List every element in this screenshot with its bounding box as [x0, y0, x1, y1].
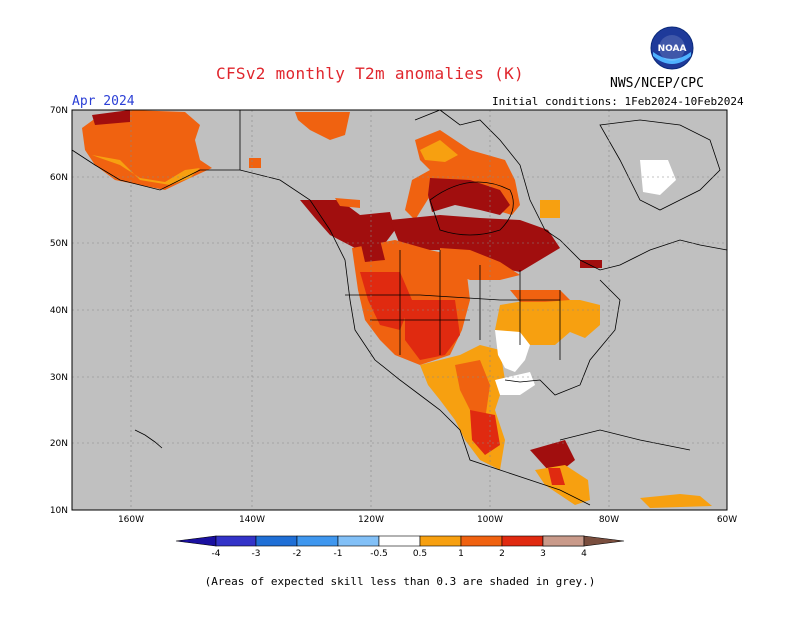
lon-label: 120W: [358, 515, 384, 525]
colorbar-min-arrow: [175, 535, 217, 547]
lat-label: 30N: [50, 373, 68, 383]
agency-label: NWS/NCEP/CPC: [610, 76, 704, 91]
forecast-month: Apr 2024: [72, 94, 135, 109]
noaa-logo: NOAA: [650, 26, 694, 70]
colorbar-label: 4: [581, 549, 587, 559]
lat-label: 60N: [50, 173, 68, 183]
lon-label: 140W: [239, 515, 265, 525]
colorbar-label: -2: [293, 549, 302, 559]
colorbar: -4 -3 -2 -1 -0.5 0.5 1 2 3 4: [175, 535, 625, 559]
colorbar-bin: [296, 535, 339, 547]
lon-label: 160W: [118, 515, 144, 525]
skill-footnote: (Areas of expected skill less than 0.3 a…: [204, 575, 596, 588]
colorbar-bin: [378, 535, 421, 547]
colorbar-bin: [215, 535, 257, 547]
colorbar-label: -0.5: [370, 549, 388, 559]
colorbar-bin: [337, 535, 380, 547]
lat-label: 40N: [50, 306, 68, 316]
colorbar-label: -4: [212, 549, 221, 559]
colorbar-label: -3: [252, 549, 261, 559]
colorbar-label: 0.5: [413, 549, 427, 559]
longitude-labels: 160W 140W 120W 100W 80W 60W: [118, 515, 737, 525]
graticule: [72, 110, 727, 510]
colorbar-bin: [542, 535, 585, 547]
colorbar-label: 2: [499, 549, 505, 559]
lon-label: 60W: [717, 515, 737, 525]
latitude-labels: 10N 20N 30N 40N 50N 60N 70N: [50, 106, 68, 516]
colorbar-bin: [419, 535, 462, 547]
colorbar-bin: [255, 535, 298, 547]
anomaly-regions: [82, 110, 712, 508]
lat-label: 70N: [50, 106, 68, 116]
lon-label: 80W: [599, 515, 619, 525]
colorbar-label: 3: [540, 549, 546, 559]
colorbar-bin: [501, 535, 544, 547]
colorbar-bin: [460, 535, 503, 547]
initial-conditions: Initial conditions: 1Feb2024-10Feb2024: [492, 95, 744, 108]
lat-label: 50N: [50, 239, 68, 249]
colorbar-max-arrow: [583, 535, 625, 547]
map-frame: [71, 109, 728, 511]
svg-text:NOAA: NOAA: [658, 44, 687, 54]
map-title: CFSv2 monthly T2m anomalies (K): [216, 64, 524, 83]
colorbar-label: -1: [334, 549, 343, 559]
lon-label: 100W: [477, 515, 503, 525]
lat-label: 20N: [50, 439, 68, 449]
lat-label: 10N: [50, 506, 68, 516]
colorbar-label: 1: [458, 549, 464, 559]
